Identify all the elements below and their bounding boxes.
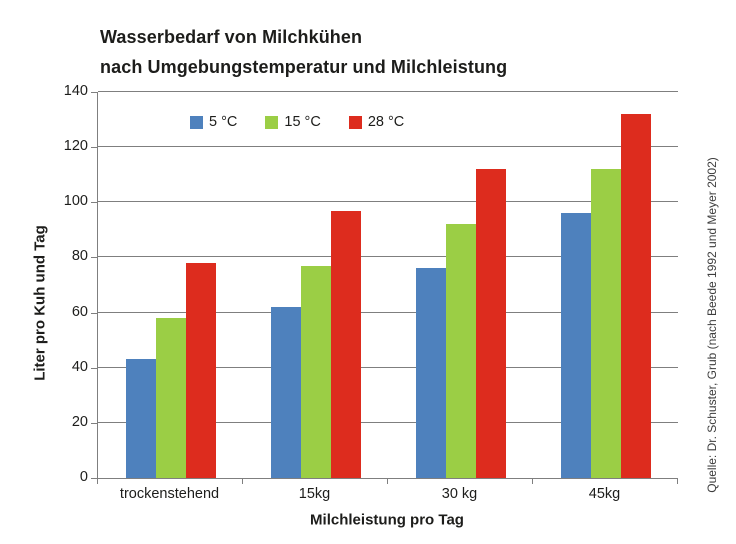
bar-5-c-trockenstehend: [125, 359, 156, 478]
gridline: [98, 421, 678, 423]
y-tick: [91, 478, 97, 479]
x-tick: [387, 478, 388, 484]
y-tick: [91, 422, 97, 424]
legend: 5 °C 15 °C 28 °C: [190, 114, 404, 130]
y-tick: [91, 92, 97, 93]
bar-28-c-30-kg: [475, 169, 506, 478]
x-axis-label: Milchleistung pro Tag: [310, 511, 464, 529]
y-tick-label: 140: [63, 83, 88, 99]
x-tick: [242, 478, 243, 484]
gridline: [98, 201, 678, 203]
bar-5-c-15kg: [270, 307, 301, 478]
bar-15-c-15kg: [300, 265, 331, 478]
chart-title-line2: nach Umgebungstemperatur und Milchleistu…: [100, 57, 508, 77]
legend-item-5-c: 5 °C: [190, 114, 237, 130]
x-tick: [532, 478, 533, 484]
y-tick-label: 20: [71, 413, 88, 430]
bar-28-c-45kg: [620, 114, 651, 478]
legend-swatch-15-c: [265, 115, 279, 129]
y-tick: [91, 312, 97, 314]
y-tick-label: 0: [79, 469, 88, 485]
y-tick: [91, 147, 97, 149]
plot-area: 5 °C 15 °C 28 °C: [97, 91, 678, 479]
legend-swatch-5-c: [190, 115, 203, 129]
legend-swatch-28-c: [348, 115, 362, 129]
y-tick-label: 120: [63, 138, 88, 155]
x-category-label-15kg: 15kg: [298, 486, 331, 502]
legend-label-28-c: 28 °C: [367, 114, 405, 130]
legend-label-15-c: 15 °C: [284, 114, 321, 130]
bar-28-c-trockenstehend: [185, 262, 216, 478]
x-tick: [677, 478, 678, 484]
legend-item-28-c: 28 °C: [348, 114, 405, 130]
x-category-label-45kg: 45kg: [588, 486, 621, 502]
bar-15-c-trockenstehend: [155, 318, 186, 478]
gridline: [98, 256, 678, 258]
legend-item-15-c: 15 °C: [265, 114, 321, 130]
chart-title: Wasserbedarf von Milchkühen nach Umgebun…: [100, 22, 507, 82]
bar-15-c-30-kg: [445, 224, 476, 478]
y-tick-label: 100: [63, 193, 88, 210]
chart-title-line1: Wasserbedarf von Milchkühen: [100, 27, 363, 47]
x-tick: [97, 478, 98, 484]
x-category-label-30-kg: 30 kg: [441, 486, 478, 502]
bar-5-c-45kg: [560, 213, 591, 478]
gridline: [98, 146, 678, 148]
bar-15-c-45kg: [590, 169, 621, 478]
bar-28-c-15kg: [330, 210, 361, 478]
gridline: [98, 366, 678, 368]
y-tick-label: 40: [71, 358, 88, 375]
gridline: [98, 91, 678, 92]
y-tick-label: 80: [71, 248, 88, 265]
y-tick: [91, 367, 97, 369]
y-tick: [91, 257, 97, 259]
legend-label-5-c: 5 °C: [209, 114, 238, 130]
y-tick-label: 60: [71, 303, 88, 320]
gridline: [98, 311, 678, 313]
x-category-label-trockenstehend: trockenstehend: [119, 486, 220, 502]
bar-5-c-30-kg: [415, 268, 446, 478]
y-tick: [91, 202, 97, 204]
source-credit: Quelle: Dr. Schuster, Grub (nach Beede 1…: [705, 157, 719, 493]
